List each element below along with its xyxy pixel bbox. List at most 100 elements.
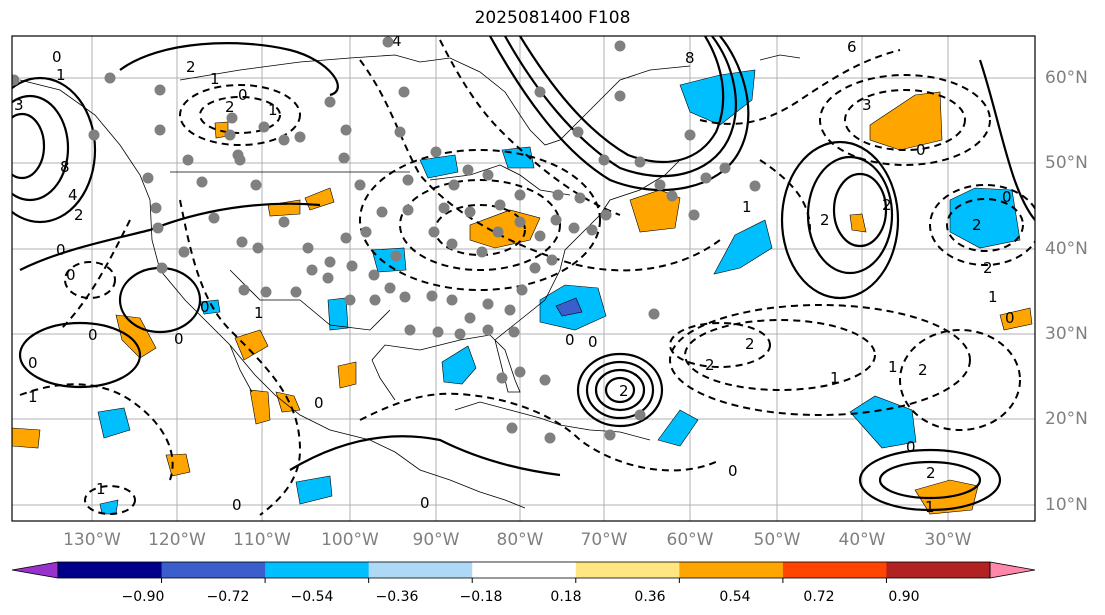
contour-label: 2 — [705, 356, 715, 374]
colorbar-max-extension — [989, 561, 1036, 579]
station-marker — [492, 226, 504, 238]
contour-label: 0 — [232, 496, 242, 514]
positive-anomaly-patch — [165, 453, 191, 477]
positive-anomaly-patch — [249, 389, 271, 425]
station-marker — [586, 224, 598, 236]
station-marker — [384, 282, 396, 294]
contour-label: 1 — [28, 388, 38, 406]
contour-label: 2 — [225, 98, 235, 116]
contour-label: 2 — [972, 216, 982, 234]
station-marker — [506, 422, 518, 434]
contour-line — [519, 36, 725, 163]
contour-line — [946, 198, 1024, 252]
contour-label: 0 — [238, 86, 248, 104]
station-marker — [448, 179, 460, 191]
contour-label: 0 — [200, 298, 210, 316]
lat-label: 20°N — [1045, 409, 1088, 429]
contour-line — [359, 392, 721, 472]
station-marker — [534, 230, 546, 242]
contour-label: 4 — [392, 32, 402, 50]
contour-label: 0 — [588, 333, 598, 351]
contour-labels: 0 3 2 2 1 2 2 1 1 2 0 2 2 2 1 2 0 0 0 8 … — [14, 32, 1015, 516]
station-marker — [306, 264, 318, 276]
station-marker — [514, 366, 526, 378]
station-marker — [236, 236, 248, 248]
contour-line — [359, 149, 601, 291]
contour-line — [359, 59, 721, 272]
station-marker — [544, 432, 556, 444]
contour-label: 6 — [847, 38, 857, 56]
latitude-labels: 60°N 50°N 40°N 30°N 20°N 10°N — [1045, 68, 1088, 515]
negative-anomaly-patch — [295, 475, 333, 505]
colorbar-segment — [886, 562, 991, 578]
negative-anomaly-patch — [849, 395, 917, 449]
contour-label: 2 — [926, 464, 936, 482]
contour-line — [118, 266, 202, 334]
station-marker — [514, 189, 526, 201]
station-marker — [482, 169, 494, 181]
positive-anomaly-patch — [267, 199, 301, 217]
contour-line — [604, 376, 636, 404]
colorbar-tick: −0.36 — [376, 589, 419, 605]
colorbar-tick-labels: −0.90 −0.72 −0.54 −0.36 −0.18 0.18 0.36 … — [122, 589, 920, 605]
station-marker — [338, 152, 350, 164]
colorbar-segment — [575, 562, 680, 578]
station-marker — [634, 409, 646, 421]
positive-anomaly-patch — [869, 91, 943, 151]
contour-label: 0 — [28, 354, 38, 372]
station-marker — [178, 246, 190, 258]
contour-label: 1 — [210, 70, 220, 88]
station-marker — [382, 36, 394, 48]
contour-label: 1 — [96, 480, 106, 498]
lon-label: 40°W — [839, 530, 886, 550]
station-marker — [654, 179, 666, 191]
station-marker — [252, 242, 264, 254]
station-marker — [688, 209, 700, 221]
station-marker — [324, 256, 336, 268]
station-marker — [666, 190, 678, 202]
contour-line — [669, 322, 771, 368]
negative-anomaly-patch — [419, 154, 459, 179]
station-marker — [546, 254, 558, 266]
colorbar-tick: 0.90 — [888, 589, 919, 605]
station-marker — [634, 156, 646, 168]
station-marker — [404, 324, 416, 336]
shaded-anomaly-regions — [12, 69, 1033, 515]
contour-label: 0 — [906, 438, 916, 456]
contour-label: 8 — [685, 49, 695, 67]
station-marker — [368, 269, 380, 281]
colorbar-tick: −0.72 — [207, 589, 250, 605]
station-marker — [614, 90, 626, 102]
station-marker — [430, 146, 442, 158]
colorbar-tick: −0.90 — [122, 589, 165, 605]
longitude-labels: 130°W 120°W 110°W 100°W 90°W 80°W 70°W 6… — [63, 530, 972, 550]
station-marker — [552, 189, 564, 201]
contour-line — [504, 36, 737, 178]
colorbar-segment — [265, 562, 370, 578]
station-marker — [290, 286, 302, 298]
negative-anomaly-patch — [713, 219, 773, 275]
station-marker — [446, 294, 458, 306]
contour-line — [439, 39, 621, 216]
station-marker — [294, 131, 306, 143]
negative-contours — [19, 39, 1035, 516]
station-marker — [340, 124, 352, 136]
station-marker — [438, 202, 450, 214]
contour-line — [59, 219, 131, 331]
contour-label: 0 — [52, 48, 62, 66]
station-marker — [534, 86, 546, 98]
station-marker — [428, 226, 440, 238]
positive-anomaly-patch — [999, 307, 1033, 331]
negative-anomaly-patch — [949, 187, 1021, 249]
contour-label: 2 — [74, 206, 84, 224]
contour-line — [978, 59, 1035, 221]
station-marker — [539, 374, 551, 386]
positive-anomaly-patch — [629, 189, 681, 233]
station-marker — [12, 74, 20, 86]
contour-label: 2 — [882, 196, 892, 214]
station-marker — [508, 326, 520, 338]
positive-anomaly-patch — [234, 329, 269, 361]
negative-anomaly-patch — [371, 247, 407, 273]
lon-label: 80°W — [497, 530, 544, 550]
contour-line — [64, 261, 116, 299]
